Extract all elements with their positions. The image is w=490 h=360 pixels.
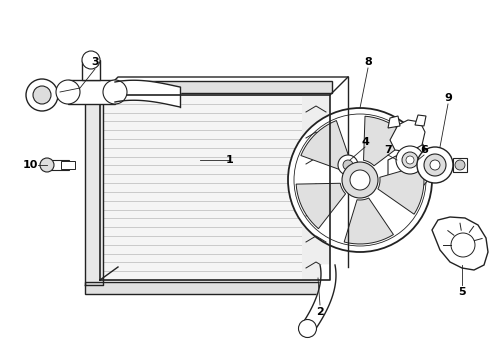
Bar <box>302 95 330 280</box>
Text: 5: 5 <box>458 287 466 297</box>
Polygon shape <box>388 153 432 188</box>
Polygon shape <box>432 217 488 270</box>
Polygon shape <box>415 115 426 126</box>
Circle shape <box>417 147 453 183</box>
Circle shape <box>406 156 414 164</box>
Text: 8: 8 <box>364 57 372 67</box>
Bar <box>453 158 467 172</box>
Polygon shape <box>390 120 425 152</box>
Polygon shape <box>300 265 336 330</box>
Circle shape <box>26 79 58 111</box>
Circle shape <box>424 154 446 176</box>
Circle shape <box>342 162 378 198</box>
Text: 10: 10 <box>23 160 38 170</box>
Circle shape <box>343 160 353 170</box>
Bar <box>340 162 356 168</box>
Bar <box>82 60 100 80</box>
Text: 6: 6 <box>420 145 428 155</box>
Circle shape <box>56 80 80 104</box>
Polygon shape <box>364 116 409 166</box>
Polygon shape <box>344 198 393 244</box>
Text: 4: 4 <box>361 137 369 147</box>
Bar <box>47 160 69 170</box>
Bar <box>85 81 332 93</box>
Bar <box>85 282 332 294</box>
Circle shape <box>288 108 432 252</box>
Bar <box>61 161 75 169</box>
Circle shape <box>402 152 418 168</box>
Polygon shape <box>388 116 400 128</box>
Bar <box>68 80 115 104</box>
Circle shape <box>350 170 370 190</box>
Text: 9: 9 <box>444 93 452 103</box>
Circle shape <box>298 320 317 338</box>
Polygon shape <box>301 121 351 171</box>
Text: 3: 3 <box>91 57 99 67</box>
Circle shape <box>430 160 440 170</box>
Circle shape <box>103 80 127 104</box>
Polygon shape <box>296 183 345 229</box>
Text: 2: 2 <box>316 307 324 317</box>
Text: 1: 1 <box>226 155 234 165</box>
Bar <box>85 92 103 285</box>
Bar <box>100 95 330 280</box>
Circle shape <box>82 51 100 69</box>
Circle shape <box>40 158 54 172</box>
Text: 7: 7 <box>384 145 392 155</box>
Circle shape <box>396 146 424 174</box>
Polygon shape <box>378 165 424 214</box>
Circle shape <box>455 160 465 170</box>
Circle shape <box>338 155 358 175</box>
Circle shape <box>33 86 51 104</box>
